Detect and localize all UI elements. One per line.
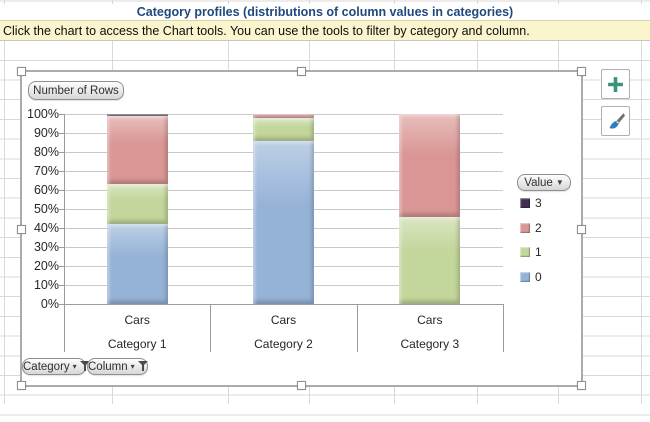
y-axis-tick-label: 30% <box>33 240 59 254</box>
pivot-chart[interactable]: Number of Rows Value ▼ Category ▾ Column… <box>17 67 586 390</box>
category-separator <box>503 304 504 352</box>
y-axis-tick-label: 90% <box>33 126 59 140</box>
selection-handle-top-middle[interactable] <box>297 67 306 76</box>
x-axis-line <box>64 304 504 305</box>
bar-segment-value-1[interactable] <box>106 184 168 225</box>
bar-segment-value-2[interactable] <box>399 114 461 217</box>
chevron-down-icon: ▾ <box>72 361 77 371</box>
category-axis-label-line2: Category 3 <box>400 337 460 351</box>
axis-tick <box>59 228 64 229</box>
selection-handle-bottom-right[interactable] <box>577 381 586 390</box>
bar-segment-value-1[interactable] <box>399 216 461 304</box>
axis-tick <box>59 247 64 248</box>
y-axis-tick-label: 10% <box>33 278 59 292</box>
axis-tick <box>59 152 64 153</box>
axis-tick <box>59 171 64 172</box>
category-axis-label-line1: Cars <box>417 313 443 327</box>
axis-tick <box>59 133 64 134</box>
bar-segment-value-1[interactable] <box>253 117 314 141</box>
category-axis-label-line1: Cars <box>124 313 150 327</box>
instruction-banner: Click the chart to access the Chart tool… <box>0 20 650 41</box>
category-axis-label-line2: Category 2 <box>254 337 313 351</box>
axis-tick <box>59 114 64 115</box>
y-axis-tick-label: 40% <box>33 221 59 235</box>
column-filter-button[interactable]: Column ▾ <box>87 358 149 375</box>
selection-handle-top-left[interactable] <box>17 67 26 76</box>
axis-tick <box>59 209 64 210</box>
legend-item: 1 <box>520 244 542 260</box>
y-axis-tick-label: 70% <box>33 164 59 178</box>
selection-handle-middle-right[interactable] <box>577 225 586 234</box>
chevron-down-icon: ▼ <box>555 177 564 187</box>
category-separator <box>210 304 212 352</box>
legend-field-button[interactable]: Value ▼ <box>517 174 571 191</box>
axis-tick <box>59 266 64 267</box>
category-filter-label: Category <box>23 360 70 373</box>
y-axis-line <box>64 114 65 304</box>
legend-swatch <box>520 271 530 282</box>
category-axis-label-line2: Category 1 <box>107 337 167 351</box>
rows-field-button[interactable]: Number of Rows <box>28 81 124 100</box>
selection-handle-middle-left[interactable] <box>17 225 26 234</box>
bar-segment-value-2[interactable] <box>106 115 168 185</box>
axis-tick <box>59 285 64 286</box>
legend-item: 2 <box>520 220 542 236</box>
y-axis-tick-label: 100% <box>27 107 59 121</box>
category-filter-button[interactable]: Category ▾ <box>22 358 91 375</box>
legend-label: 3 <box>535 196 542 210</box>
category-separator <box>64 304 65 352</box>
axis-tick <box>59 304 64 305</box>
funnel-icon <box>137 361 149 372</box>
y-axis-tick-label: 50% <box>33 202 59 216</box>
report-title: Category profiles (distributions of colu… <box>0 4 650 20</box>
category-axis-label-line1: Cars <box>270 313 297 327</box>
bar-segment-value-0[interactable] <box>106 224 168 304</box>
legend-label: 0 <box>535 269 542 284</box>
y-axis-tick-label: 60% <box>33 183 59 197</box>
legend-label: 1 <box>535 245 542 259</box>
funnel-icon <box>79 361 91 372</box>
legend-field-label: Value <box>524 176 553 189</box>
chart-elements-button[interactable] <box>601 69 630 99</box>
y-axis-tick-label: 0% <box>40 297 59 311</box>
legend-swatch <box>520 247 530 257</box>
legend-swatch <box>520 198 530 208</box>
legend-label: 2 <box>535 220 542 235</box>
legend-swatch <box>520 222 530 233</box>
y-axis-tick-label: 80% <box>33 145 59 159</box>
paintbrush-icon <box>609 112 625 129</box>
plus-icon <box>608 76 623 92</box>
legend-item: 3 <box>520 195 542 211</box>
bar-segment-value-2[interactable] <box>253 114 314 118</box>
chevron-down-icon: ▾ <box>130 361 135 371</box>
bar-segment-value-3[interactable] <box>106 114 168 116</box>
category-separator <box>356 304 358 352</box>
bar-segment-value-0[interactable] <box>253 140 314 304</box>
y-axis-tick-label: 20% <box>33 259 59 273</box>
legend-item: 0 <box>520 269 542 285</box>
axis-tick <box>59 190 64 191</box>
column-filter-label: Column <box>88 360 128 373</box>
rows-field-label: Number of Rows <box>33 84 119 97</box>
selection-handle-top-right[interactable] <box>577 67 586 76</box>
selection-handle-bottom-left[interactable] <box>17 381 26 390</box>
chart-styles-button[interactable] <box>601 106 630 136</box>
selection-handle-bottom-middle[interactable] <box>297 381 306 390</box>
